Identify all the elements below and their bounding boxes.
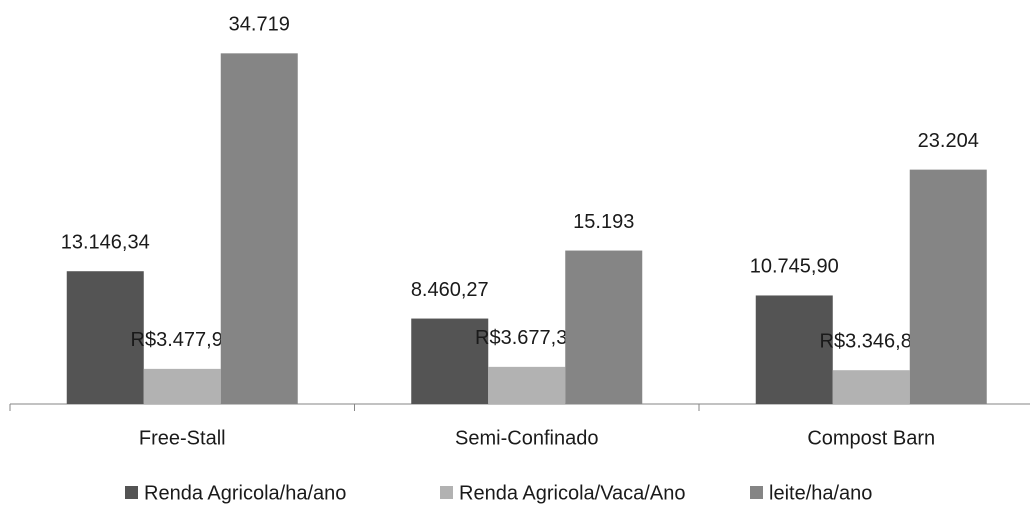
data-label: 23.204 [918, 130, 979, 152]
data-label: R$3.677,32 [475, 327, 578, 349]
bar [832, 370, 910, 404]
bar [755, 295, 833, 404]
data-label: 13.146,34 [61, 232, 150, 254]
bar [565, 250, 643, 404]
legend-swatch [750, 486, 763, 499]
legend-label: leite/ha/ano [769, 482, 872, 504]
data-label: 10.745,90 [750, 256, 839, 278]
data-label: R$3.477,92 [131, 329, 234, 351]
bar [488, 366, 566, 404]
bar [220, 53, 298, 404]
legend-swatch [440, 486, 453, 499]
data-label: 15.193 [573, 211, 634, 233]
legend-swatch [125, 486, 138, 499]
x-tick-label: Compost Barn [807, 427, 935, 449]
data-label: 8.460,27 [411, 279, 489, 301]
data-label: 34.719 [229, 14, 290, 36]
bar [66, 271, 144, 404]
bar [411, 318, 489, 404]
bar [909, 169, 987, 404]
data-label: R$3.346,86 [820, 330, 923, 352]
legend-label: Renda Agricola/ha/ano [144, 482, 346, 504]
x-tick-label: Semi-Confinado [455, 427, 598, 449]
x-tick-label: Free-Stall [139, 427, 226, 449]
legend-label: Renda Agricola/Vaca/Ano [459, 482, 685, 504]
bar [143, 368, 221, 404]
